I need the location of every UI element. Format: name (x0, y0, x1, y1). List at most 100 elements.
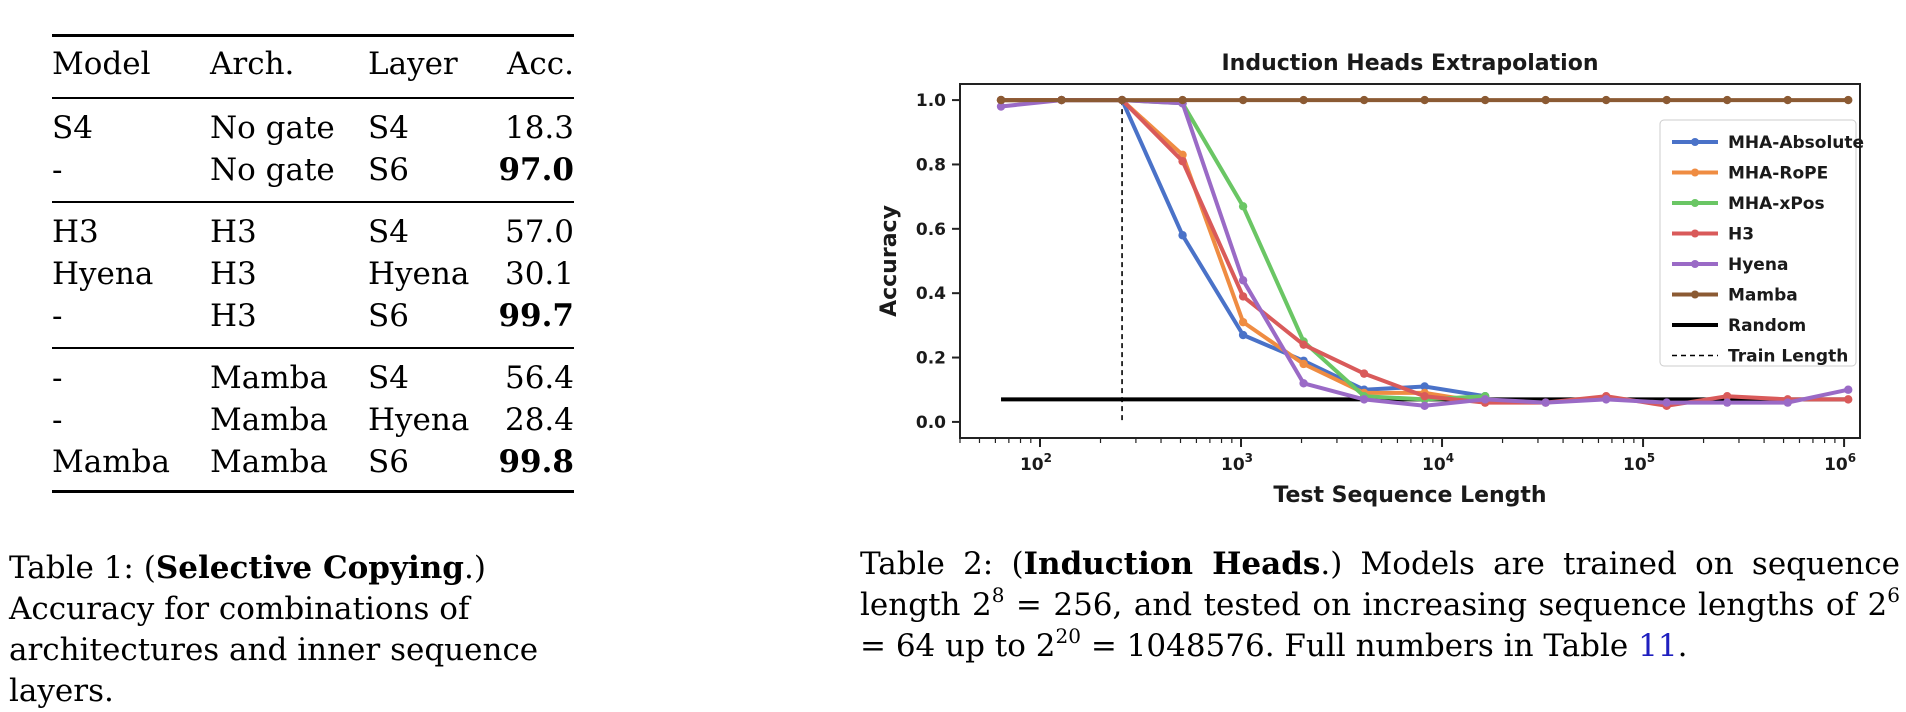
table-cell-arch: Mamba (210, 402, 328, 438)
data-point (1480, 95, 1490, 105)
legend-box (1659, 119, 1857, 367)
data-point (1722, 391, 1732, 401)
caption-1-body: Accuracy for combinations of architectur… (9, 591, 539, 709)
table-mid-rule (52, 201, 574, 203)
caption-2-exp-8: 8 (991, 582, 1005, 607)
caption-2-exp-20: 20 (1055, 623, 1081, 648)
data-point (1359, 95, 1369, 105)
y-tick-label: 0.8 (916, 155, 946, 175)
header-layer: Layer (368, 46, 458, 82)
table-mid-rule (52, 347, 574, 349)
data-point (1420, 382, 1429, 391)
data-point (1359, 395, 1369, 404)
table-cell-model: - (52, 402, 63, 438)
plot-frame (959, 83, 1861, 439)
x-tick-exponent: 6 (1848, 451, 1856, 465)
table-cell-acc: 56.4 (504, 360, 574, 396)
table-cell-layer: S6 (368, 444, 409, 480)
x-tick-label: 104 (1422, 451, 1454, 475)
caption-1-title: Selective Copying (155, 550, 464, 586)
legend-label: MHA-Absolute (1728, 133, 1864, 153)
caption-2-title: Induction Heads (1023, 546, 1321, 582)
legend-label: Mamba (1728, 286, 1798, 306)
caption-2-exp-6: 6 (1887, 582, 1900, 607)
data-point (1541, 398, 1550, 407)
x-tick-exponent: 4 (1446, 451, 1454, 465)
table-cell-arch: No gate (210, 152, 335, 188)
legend-label: Train Length (1728, 347, 1848, 367)
y-tick-label: 0.4 (916, 284, 946, 304)
caption-2-prefix: Table 2: ( (860, 546, 1024, 582)
x-tick-label: 102 (1020, 451, 1052, 475)
header-arch: Arch. (210, 46, 295, 82)
header-acc: Acc. (507, 46, 574, 82)
table-cell-acc: 30.1 (504, 256, 574, 292)
caption-1-suffix: .) (463, 550, 486, 586)
legend-marker (1691, 199, 1699, 207)
table-cell-model: - (52, 298, 63, 334)
induction-heads-chart: Induction Heads Extrapolation 0.0 0.2 0.4 0.… (877, 51, 1864, 508)
table-1-caption: Table 1: (Selective Copying.) Accuracy f… (9, 548, 649, 712)
series-line-mha-absolute (1001, 98, 1486, 399)
data-point (1783, 95, 1792, 105)
legend-label: MHA-xPos (1728, 194, 1825, 214)
table-cell-layer: S4 (368, 360, 409, 396)
data-point (1480, 395, 1490, 404)
data-point (1601, 95, 1611, 105)
table-mid-rule (52, 97, 574, 99)
legend-marker (1691, 260, 1699, 268)
table-cell-arch: No gate (210, 110, 335, 146)
table-top-rule (52, 34, 574, 37)
chart-title: Induction Heads Extrapolation (1222, 51, 1599, 76)
table-cell-model: Hyena (52, 256, 154, 292)
table-cell-model: S4 (52, 110, 93, 146)
data-point (1299, 340, 1308, 349)
table-cell-layer: S4 (368, 110, 409, 146)
x-tick-label: 106 (1824, 451, 1856, 475)
table-cell-layer: S4 (368, 214, 409, 250)
data-point (1844, 395, 1853, 404)
data-point (1783, 398, 1792, 407)
data-point (1420, 391, 1429, 401)
x-tick-base: 10 (1824, 455, 1848, 475)
caption-1-prefix: Table 1: ( (9, 550, 156, 586)
caption-2-line2b: = 64 up to (860, 628, 1036, 664)
data-point (1844, 385, 1853, 394)
legend-label: H3 (1728, 225, 1754, 245)
data-point (1238, 292, 1248, 301)
table-cell-acc: 97.0 (498, 152, 574, 188)
data-point (1117, 95, 1127, 105)
data-point (1541, 95, 1550, 105)
x-tick-base: 10 (1221, 455, 1245, 475)
data-point (1238, 95, 1248, 105)
table-cell-arch: Mamba (210, 444, 328, 480)
table-cell-model: - (52, 152, 63, 188)
data-point (1601, 395, 1611, 404)
caption-2-line2a: = 256, and tested on increasing sequence… (1004, 587, 1868, 623)
table-cell-layer: S6 (368, 152, 409, 188)
table-cell-acc: 99.8 (498, 444, 574, 480)
x-axis-label: Test Sequence Length (1273, 483, 1546, 508)
caption-2-line3: = 1048576. Full numbers in Table (1080, 628, 1639, 664)
legend-marker (1691, 290, 1699, 299)
caption-2-end: . (1677, 628, 1688, 664)
data-point (1238, 330, 1248, 340)
data-point (1238, 317, 1248, 327)
x-tick-label: 103 (1221, 451, 1253, 475)
table-cell-layer: S6 (368, 298, 409, 334)
data-point (1662, 95, 1671, 105)
table-cell-acc: 99.7 (498, 298, 574, 334)
data-point (1722, 95, 1732, 105)
data-point (1299, 379, 1308, 388)
caption-2-base: 2 (971, 587, 992, 623)
data-point (1299, 95, 1308, 105)
x-tick-base: 10 (1422, 455, 1446, 475)
legend-label: MHA-RoPE (1728, 164, 1828, 184)
legend-marker (1691, 229, 1699, 238)
header-model: Model (52, 46, 151, 82)
table-11-link[interactable]: 11 (1638, 628, 1678, 664)
table-cell-acc: 28.4 (504, 402, 574, 438)
data-point (1057, 95, 1066, 105)
table-cell-acc: 18.3 (504, 110, 574, 146)
data-point (996, 95, 1006, 105)
